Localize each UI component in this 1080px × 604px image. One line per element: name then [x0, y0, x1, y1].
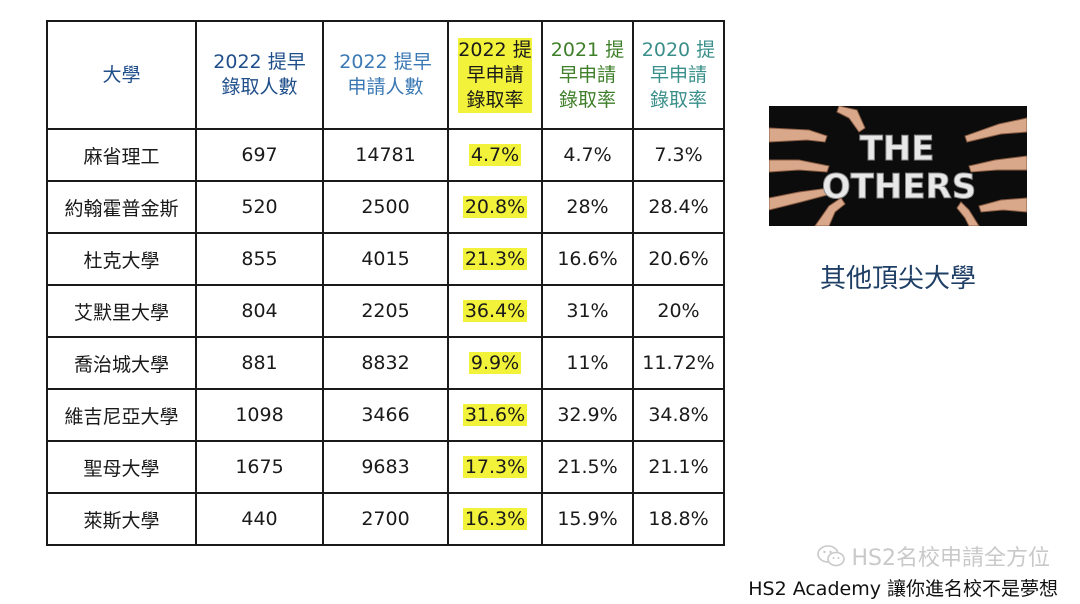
cell-rate-2020: 11.72% [632, 336, 725, 390]
header-text: 大學 [102, 63, 141, 86]
cell-university: 艾默里大學 [46, 284, 197, 338]
header-text: 早申請 [558, 63, 616, 86]
header-2022-applied: 2022 提早 申請人數 [322, 20, 449, 130]
cell-applied: 2700 [322, 492, 449, 546]
cell-admitted: 881 [195, 336, 324, 390]
cell-rate-2020: 34.8% [632, 388, 725, 442]
cell-university: 聖母大學 [46, 440, 197, 494]
cell-rate-2022: 31.6% [447, 388, 543, 442]
cell-university: 喬治城大學 [46, 336, 197, 390]
header-text: 2020 提 [641, 38, 716, 61]
header-text: 早申請 [649, 63, 707, 86]
cell-rate-2022: 16.3% [447, 492, 543, 546]
cell-rate-2022: 21.3% [447, 232, 543, 286]
header-text: 錄取率 [558, 88, 616, 111]
highlighted-rate: 20.8% [462, 196, 528, 218]
table-row: 麻省理工 697 14781 4.7% 4.7% 7.3% [46, 128, 725, 182]
cell-rate-2022: 36.4% [447, 284, 543, 338]
highlighted-rate: 21.3% [462, 248, 528, 270]
header-2022-admitted: 2022 提早 錄取人數 [195, 20, 324, 130]
cell-university: 杜克大學 [46, 232, 197, 286]
header-2021-rate: 2021 提 早申請 錄取率 [541, 20, 634, 130]
header-2020-rate: 2020 提 早申請 錄取率 [632, 20, 725, 130]
cell-admitted: 520 [195, 180, 324, 234]
header-highlight: 2022 提 早申請 錄取率 [458, 37, 532, 113]
header-2022-rate: 2022 提 早申請 錄取率 [447, 20, 543, 130]
cell-rate-2020: 20.6% [632, 232, 725, 286]
cell-rate-2022: 4.7% [447, 128, 543, 182]
header-text: 2022 提早 [213, 51, 306, 73]
header-text: 錄取率 [649, 88, 707, 111]
cell-university: 維吉尼亞大學 [46, 388, 197, 442]
cell-rate-2022: 9.9% [447, 336, 543, 390]
cell-applied: 2500 [322, 180, 449, 234]
highlighted-rate: 4.7% [468, 144, 522, 166]
cell-applied: 4015 [322, 232, 449, 286]
cell-rate-2021: 4.7% [541, 128, 634, 182]
cell-rate-2021: 31% [541, 284, 634, 338]
cell-rate-2020: 28.4% [632, 180, 725, 234]
cell-applied: 3466 [322, 388, 449, 442]
cell-rate-2022: 20.8% [447, 180, 543, 234]
the-others-illustration: THE OTHERS [769, 106, 1027, 226]
header-text: 2021 提 [550, 38, 625, 61]
table-row: 聖母大學 1675 9683 17.3% 21.5% 21.1% [46, 440, 725, 494]
highlighted-rate: 16.3% [462, 508, 528, 530]
cell-rate-2021: 32.9% [541, 388, 634, 442]
the-others-image: THE OTHERS [769, 106, 1027, 226]
cell-rate-2022: 17.3% [447, 440, 543, 494]
cell-applied: 14781 [322, 128, 449, 182]
cell-rate-2021: 15.9% [541, 492, 634, 546]
admission-table-container: 大學 2022 提早 錄取人數 2022 提早 申請人數 2022 提 早申請 … [46, 20, 725, 546]
highlighted-rate: 36.4% [462, 300, 528, 322]
cell-applied: 9683 [322, 440, 449, 494]
header-text: 2022 提早 [339, 51, 432, 73]
cell-applied: 2205 [322, 284, 449, 338]
header-text: 錄取人數 [221, 76, 298, 98]
footer-text: HS2 Academy 讓你進名校不是夢想 [748, 578, 1058, 600]
table-row: 維吉尼亞大學 1098 3466 31.6% 32.9% 34.8% [46, 388, 725, 442]
wechat-icon [817, 545, 846, 567]
highlighted-rate: 31.6% [462, 404, 528, 426]
cell-applied: 8832 [322, 336, 449, 390]
cell-rate-2020: 18.8% [632, 492, 725, 546]
header-text: 2022 提 [458, 38, 532, 61]
cell-admitted: 855 [195, 232, 324, 286]
header-university: 大學 [46, 20, 197, 130]
image-text-the: THE [860, 129, 935, 169]
cell-admitted: 1675 [195, 440, 324, 494]
header-text: 錄取率 [466, 88, 524, 111]
table-row: 杜克大學 855 4015 21.3% 16.6% 20.6% [46, 232, 725, 286]
cell-university: 麻省理工 [46, 128, 197, 182]
header-text: 早申請 [466, 63, 524, 86]
cell-rate-2021: 28% [541, 180, 634, 234]
header-text: 申請人數 [347, 76, 424, 98]
watermark-text: HS2名校申請全方位 [851, 546, 1050, 571]
side-title: 其他頂尖大學 [819, 264, 976, 294]
image-text-others: OTHERS [822, 167, 976, 207]
admission-table: 大學 2022 提早 錄取人數 2022 提早 申請人數 2022 提 早申請 … [46, 20, 725, 546]
cell-rate-2020: 21.1% [632, 440, 725, 494]
highlighted-rate: 17.3% [462, 456, 528, 478]
cell-admitted: 440 [195, 492, 324, 546]
cell-rate-2021: 11% [541, 336, 634, 390]
cell-admitted: 1098 [195, 388, 324, 442]
watermark: HS2名校申請全方位 [817, 540, 1050, 572]
cell-rate-2021: 16.6% [541, 232, 634, 286]
header-row: 大學 2022 提早 錄取人數 2022 提早 申請人數 2022 提 早申請 … [46, 20, 725, 130]
cell-rate-2020: 7.3% [632, 128, 725, 182]
cell-admitted: 697 [195, 128, 324, 182]
cell-rate-2021: 21.5% [541, 440, 634, 494]
cell-admitted: 804 [195, 284, 324, 338]
cell-university: 萊斯大學 [46, 492, 197, 546]
table-row: 艾默里大學 804 2205 36.4% 31% 20% [46, 284, 725, 338]
table-row: 喬治城大學 881 8832 9.9% 11% 11.72% [46, 336, 725, 390]
cell-university: 約翰霍普金斯 [46, 180, 197, 234]
highlighted-rate: 9.9% [468, 352, 522, 374]
table-row: 約翰霍普金斯 520 2500 20.8% 28% 28.4% [46, 180, 725, 234]
table-row: 萊斯大學 440 2700 16.3% 15.9% 18.8% [46, 492, 725, 546]
cell-rate-2020: 20% [632, 284, 725, 338]
